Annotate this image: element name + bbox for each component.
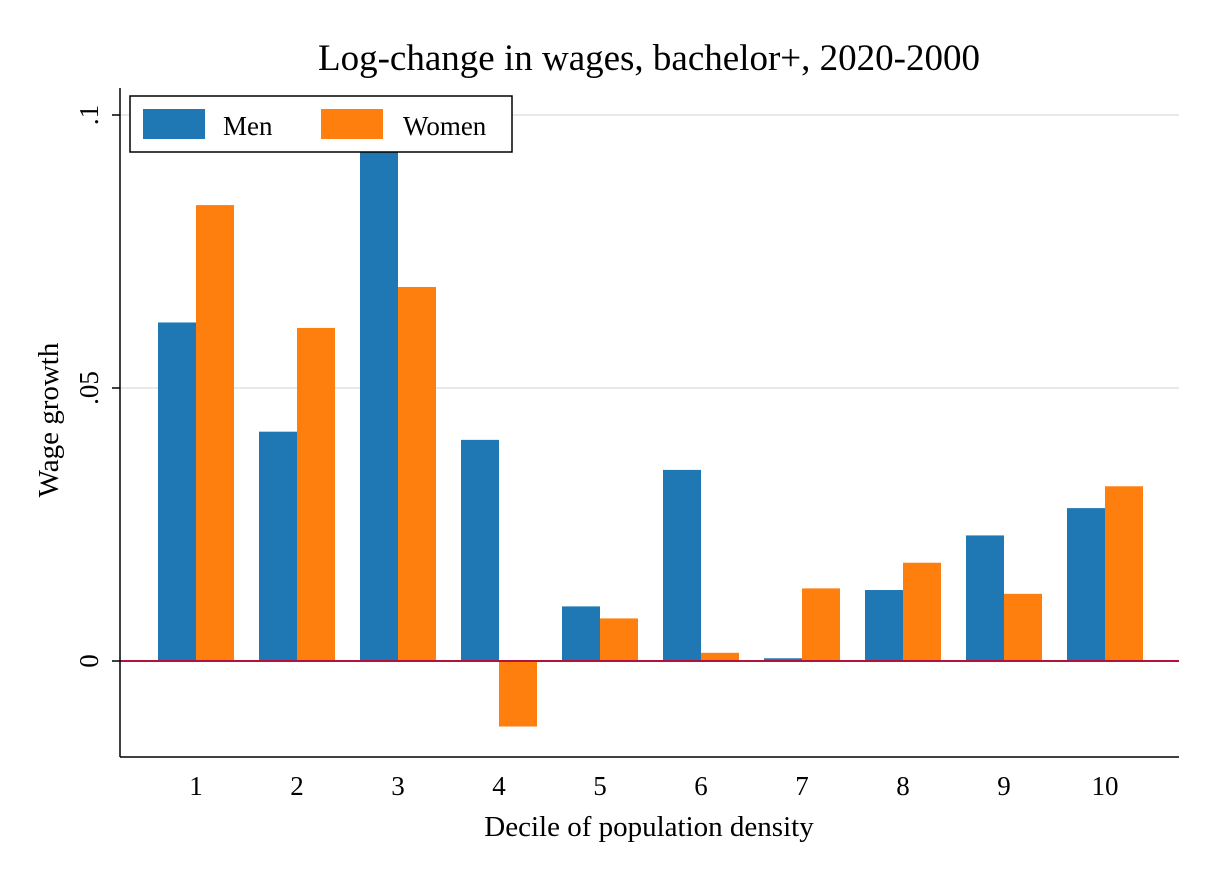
legend-swatch-women xyxy=(321,109,383,139)
bar-women-9 xyxy=(1004,593,1042,661)
bar-men-2 xyxy=(259,431,297,661)
x-tick-label: 10 xyxy=(1092,771,1119,801)
x-tick-label: 8 xyxy=(896,771,910,801)
y-ticks: 0 .05 .1 xyxy=(74,105,120,668)
bar-men-5 xyxy=(562,606,600,661)
gridlines xyxy=(120,114,1179,389)
bar-men-4 xyxy=(461,439,499,661)
bar-men-3 xyxy=(360,147,398,661)
bar-men-1 xyxy=(158,322,196,661)
x-axis-title: Decile of population density xyxy=(484,811,814,843)
bar-women-10 xyxy=(1105,486,1143,661)
bar-women-8 xyxy=(903,562,941,661)
bar-women-5 xyxy=(600,618,638,661)
legend-label-women: Women xyxy=(403,111,487,141)
axes xyxy=(119,88,1179,758)
bar-women-1 xyxy=(196,205,234,661)
bar-men-8 xyxy=(865,590,903,661)
x-tick-label: 5 xyxy=(593,771,607,801)
legend-swatch-men xyxy=(143,109,205,139)
y-tick-label: .05 xyxy=(74,371,104,405)
y-tick-label: .1 xyxy=(74,105,104,125)
bar-men-9 xyxy=(966,535,1004,661)
bar-women-2 xyxy=(297,327,335,661)
x-tick-label: 3 xyxy=(391,771,405,801)
y-tick-label: 0 xyxy=(74,654,104,668)
x-tick-label: 7 xyxy=(795,771,809,801)
x-tick-label: 4 xyxy=(492,771,506,801)
legend-label-men: Men xyxy=(223,111,273,141)
bar-women-3 xyxy=(398,286,436,661)
chart-title: Log-change in wages, bachelor+, 2020-200… xyxy=(318,38,980,79)
bars xyxy=(158,147,1143,727)
x-tick-label: 1 xyxy=(189,771,203,801)
bar-men-10 xyxy=(1067,508,1105,661)
bar-men-6 xyxy=(663,469,701,661)
bar-women-4 xyxy=(499,661,537,727)
x-tick-label: 6 xyxy=(694,771,708,801)
x-tick-label: 2 xyxy=(290,771,304,801)
bar-women-6 xyxy=(701,652,739,661)
x-ticks: 1 2 3 4 5 6 7 8 9 10 xyxy=(189,771,1118,801)
y-axis-title: Wage growth xyxy=(33,342,65,497)
bar-men-7 xyxy=(764,658,802,661)
legend: Men Women xyxy=(129,95,513,153)
bar-women-7 xyxy=(802,588,840,661)
x-tick-label: 9 xyxy=(997,771,1011,801)
